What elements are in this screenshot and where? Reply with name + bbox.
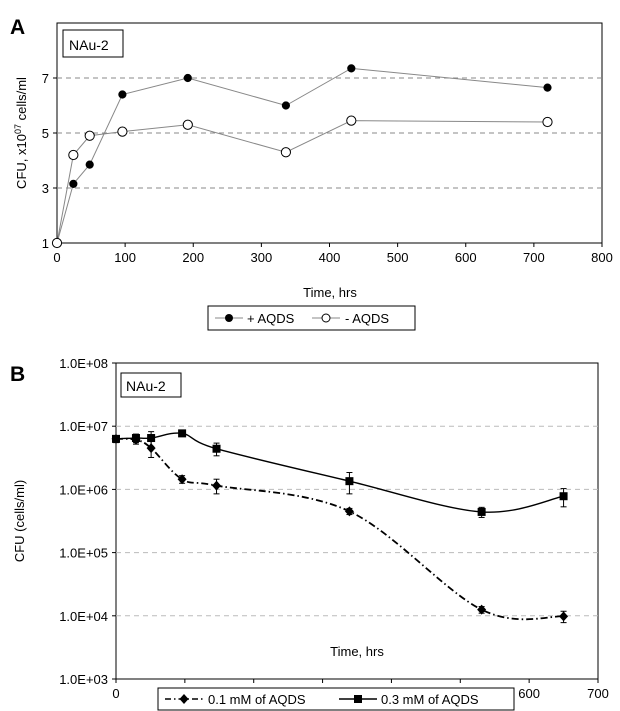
data-point-b-1-7: [559, 492, 568, 501]
gridlines-b: [116, 425, 598, 617]
y-tick-label-a-0: 1: [42, 236, 49, 251]
x-tick-label-b-6: 600: [518, 686, 540, 701]
data-point-a-0-7: [543, 83, 552, 92]
data-point-b-0-5: [344, 506, 354, 517]
y-axis-label-b: CFU (cells/ml): [12, 480, 27, 562]
data-point-a-1-4: [182, 119, 193, 130]
y-axis-label-a-prefix: CFU, x10: [14, 134, 29, 189]
data-point-b-1-5: [345, 477, 354, 486]
y-axis-label-a: CFU, x1007 cells/ml: [13, 77, 29, 189]
y-tick-label-b-2: 1.0E+05: [59, 546, 108, 561]
data-point-b-0-6: [477, 604, 487, 615]
legend-label-a-0: + AQDS: [247, 311, 295, 326]
y-axis-label-a-exponent: 07: [13, 124, 23, 134]
x-tick-label-a-4: 400: [319, 250, 341, 265]
legend-b: 0.1 mM of AQDS 0.3 mM of AQDS: [157, 687, 515, 711]
gridlines-a: [57, 77, 602, 189]
x-axis-label-b: Time, hrs: [330, 644, 384, 659]
data-point-b-0-2: [146, 443, 156, 454]
data-point-b-1-2: [147, 434, 156, 443]
y-tick-label-b-4: 1.0E+07: [59, 419, 108, 434]
x-tick-label-a-5: 500: [387, 250, 409, 265]
series-b: [111, 429, 569, 624]
data-point-b-1-4: [212, 444, 221, 453]
series-line-a-1: [56, 120, 548, 244]
legend-marker-a-0: [225, 314, 233, 322]
legend-marker-b-1: [354, 695, 362, 703]
annotation-box-a: [62, 29, 124, 58]
x-tick-label-a-8: 800: [591, 250, 613, 265]
y-tick-label-b-1: 1.0E+04: [59, 609, 108, 624]
x-tick-label-a-7: 700: [523, 250, 545, 265]
x-axis-label-a: Time, hrs: [303, 285, 357, 300]
legend-marker-a-1: [321, 313, 331, 323]
series-line-a-0: [56, 67, 548, 244]
y-tick-label-a-3: 7: [42, 71, 49, 86]
y-tick-label-b-3: 1.0E+06: [59, 482, 108, 497]
legend-label-b-0: 0.1 mM of AQDS: [208, 692, 306, 707]
panel-label-a: A: [10, 16, 25, 39]
data-point-b-1-6: [477, 507, 486, 516]
data-point-a-1-3: [117, 126, 128, 137]
series-line-b-0: [115, 437, 564, 621]
legend-marker-b-0: [179, 694, 189, 704]
data-point-a-0-2: [85, 160, 94, 169]
data-point-a-0-5: [281, 101, 290, 110]
series-line-b-1: [115, 432, 564, 513]
y-tick-label-b-5: 1.0E+08: [59, 356, 108, 371]
data-point-b-1-3: [178, 429, 187, 438]
series-a: [51, 64, 553, 249]
data-point-a-1-6: [346, 115, 357, 126]
annotation-a: NAu-2: [69, 37, 109, 53]
x-tick-label-a-3: 300: [251, 250, 273, 265]
data-point-a-1-1: [68, 149, 79, 161]
data-point-a-0-4: [183, 73, 192, 83]
plot-frame-b: [115, 362, 599, 680]
data-point-a-1-0: [51, 237, 63, 249]
data-point-b-1-1: [131, 434, 140, 443]
y-tick-label-a-1: 3: [42, 181, 49, 196]
data-point-a-1-5: [280, 147, 291, 158]
legend-label-a-1: - AQDS: [345, 311, 389, 326]
data-point-b-1-0: [112, 434, 120, 443]
data-point-a-1-2: [84, 130, 95, 141]
panel-b: B 1.0E+03 1.0E+04 1.0E+05 1.0E+06 1.0E+07 1.0…: [10, 356, 609, 711]
data-point-b-0-4: [212, 480, 222, 491]
data-point-a-1-7: [542, 116, 553, 128]
panel-label-b: B: [10, 363, 25, 386]
annotation-box-b: [120, 372, 182, 398]
data-point-a-0-1: [69, 179, 78, 188]
panel-a: A 0 100 200 300 400 500 600 700 800 1 3 5 7 NAu-2 Ti…: [10, 16, 613, 331]
x-tick-label-a-2: 200: [182, 250, 204, 265]
x-tick-label-a-1: 100: [114, 250, 136, 265]
legend-box-b: [157, 687, 515, 711]
x-tick-label-a-6: 600: [455, 250, 477, 265]
data-point-a-0-3: [118, 90, 127, 99]
x-tick-label-b-7: 700: [587, 686, 609, 701]
y-tick-label-a-2: 5: [42, 126, 49, 141]
legend-label-b-1: 0.3 mM of AQDS: [381, 692, 479, 707]
y-tick-label-b-0: 1.0E+03: [59, 672, 108, 687]
legend-a: + AQDS - AQDS: [207, 305, 416, 331]
x-tick-label-b-0: 0: [112, 686, 119, 701]
annotation-b: NAu-2: [126, 378, 166, 394]
data-point-b-0-3: [177, 474, 187, 485]
data-point-b-0-7: [559, 611, 569, 622]
x-tick-label-a-0: 0: [53, 250, 60, 265]
data-point-a-0-6: [347, 64, 356, 73]
ticks-a: 0 100 200 300 400 500 600 700 800 1 3 5 7: [42, 71, 613, 265]
y-axis-label-a-suffix: cells/ml: [14, 77, 29, 124]
